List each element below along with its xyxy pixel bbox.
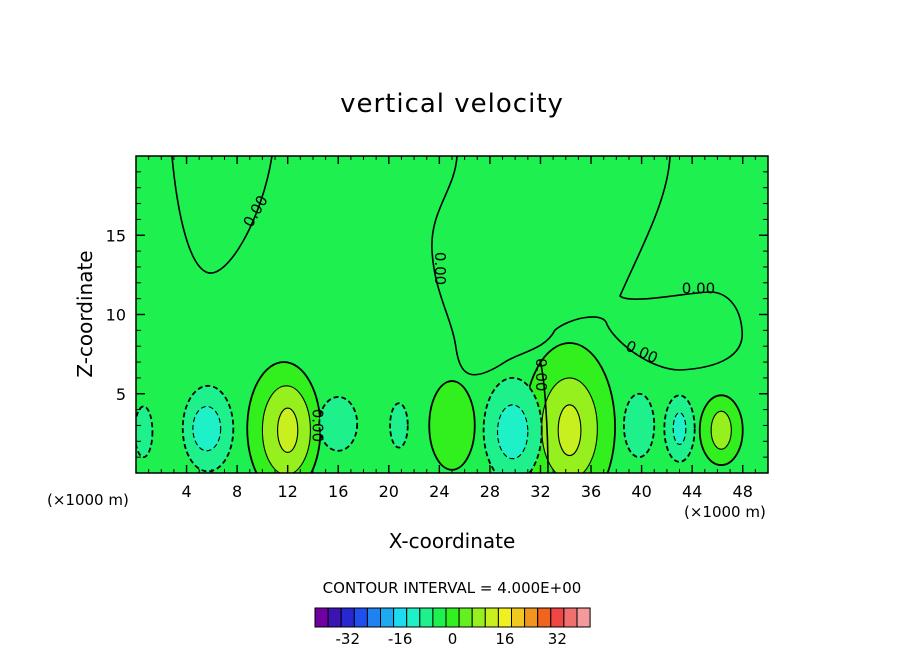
contour-label-1: 0.00 bbox=[431, 252, 449, 285]
colorbar-swatch bbox=[484, 607, 499, 628]
x-tick-label: 28 bbox=[480, 482, 500, 501]
colorbar-swatch bbox=[524, 607, 539, 628]
colorbar-swatch bbox=[314, 607, 329, 628]
colorbar-swatch bbox=[445, 607, 460, 628]
x-tick-label: 44 bbox=[682, 482, 702, 501]
colorbar-swatch bbox=[550, 607, 565, 628]
contour-region-pos12-2 bbox=[277, 407, 299, 453]
colorbar-swatch bbox=[419, 607, 434, 628]
zero-contour-upper-left bbox=[171, 156, 273, 274]
colorbar-label: 32 bbox=[548, 630, 567, 648]
colorbar-label: 16 bbox=[495, 630, 514, 648]
y-axis-label: Z-coordinate bbox=[73, 250, 97, 377]
colorbar-label: 0 bbox=[448, 630, 458, 648]
x-tick-label: 36 bbox=[581, 482, 601, 501]
contour-region-neg8-10 bbox=[192, 405, 222, 452]
colorbar-swatch bbox=[511, 607, 526, 628]
colorbar-swatch bbox=[576, 607, 591, 628]
colorbar-swatch bbox=[537, 607, 552, 628]
colorbar-swatch bbox=[327, 607, 342, 628]
colorbar-swatch bbox=[406, 607, 421, 628]
contour-region-neg4-14 bbox=[623, 392, 656, 459]
colorbar-swatch bbox=[353, 607, 368, 628]
colorbar-swatch bbox=[497, 607, 512, 628]
x-axis-label: X-coordinate bbox=[389, 529, 516, 553]
y-tick-label: 15 bbox=[106, 226, 126, 245]
colorbar-swatch bbox=[380, 607, 395, 628]
y-tick-label: 5 bbox=[116, 385, 126, 404]
x-tick-label: 24 bbox=[429, 482, 449, 501]
contour-label-5: 0.00 bbox=[308, 409, 326, 442]
x-tick-label: 16 bbox=[328, 482, 348, 501]
x-tick-label: 40 bbox=[631, 482, 651, 501]
colorbar bbox=[314, 607, 591, 628]
colorbar-swatch bbox=[340, 607, 355, 628]
x-tick-label: 12 bbox=[278, 482, 298, 501]
zero-contour-central-upper bbox=[431, 156, 743, 376]
colorbar-swatch bbox=[393, 607, 408, 628]
x-tick-label: 48 bbox=[733, 482, 753, 501]
contour-region-pos8-7 bbox=[710, 410, 732, 450]
chart-title: vertical velocity bbox=[340, 89, 564, 119]
colorbar-swatch bbox=[366, 607, 381, 628]
x-tick-label: 8 bbox=[232, 482, 242, 501]
contour-region-pos4-8 bbox=[428, 380, 476, 471]
contour-label-2: 0.00 bbox=[682, 280, 715, 298]
colorbar-label: -16 bbox=[388, 630, 413, 648]
colorbar-swatch bbox=[458, 607, 473, 628]
x-tick-label: 32 bbox=[530, 482, 550, 501]
contour-region-neg4-17 bbox=[389, 402, 409, 449]
plot-area: 0.000.000.000.000.000.00 bbox=[135, 155, 769, 474]
zero-contour-center bbox=[539, 359, 549, 473]
x-tick-label: 20 bbox=[379, 482, 399, 501]
contour-region-pos12-5 bbox=[557, 404, 582, 457]
x-unit-right: (×1000 m) bbox=[684, 503, 766, 521]
colorbar-swatch bbox=[563, 607, 578, 628]
x-unit-left: (×1000 m) bbox=[47, 491, 129, 509]
contour-interval-label: CONTOUR INTERVAL = 4.000E+00 bbox=[323, 579, 582, 597]
y-axis: 5 10 15 bbox=[106, 171, 768, 458]
x-axis: 4 8 12 16 20 24 28 32 36 40 44 48 bbox=[148, 156, 756, 501]
contour-region-neg8-16 bbox=[672, 412, 687, 446]
y-tick-label: 10 bbox=[106, 306, 126, 325]
colorbar-swatch bbox=[432, 607, 447, 628]
colorbar-swatch bbox=[471, 607, 486, 628]
x-tick-label: 4 bbox=[181, 482, 191, 501]
contour-label-4: 0.00 bbox=[532, 358, 550, 391]
contour-region-neg4-11 bbox=[318, 396, 359, 452]
colorbar-label: -32 bbox=[336, 630, 361, 648]
contour-region-neg8-13 bbox=[496, 404, 529, 460]
colorbar-labels: -32 -16 0 16 32 bbox=[336, 630, 567, 648]
contour-region-neg4-18 bbox=[136, 405, 154, 459]
